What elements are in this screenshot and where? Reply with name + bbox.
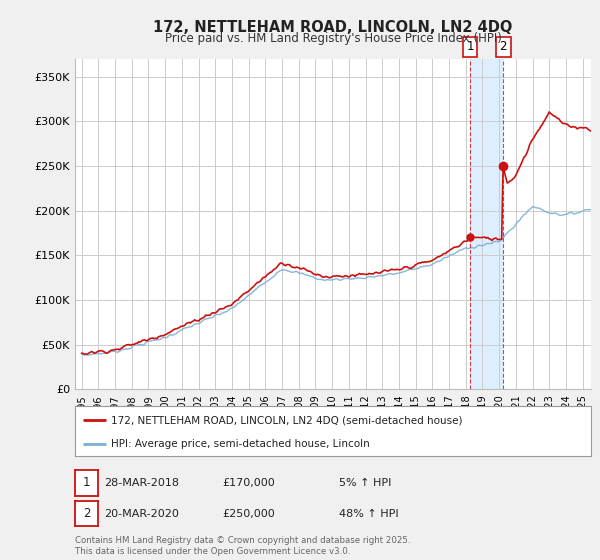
Text: 2: 2: [500, 40, 507, 53]
Text: 1: 1: [466, 40, 473, 53]
Text: HPI: Average price, semi-detached house, Lincoln: HPI: Average price, semi-detached house,…: [111, 439, 370, 449]
Text: 172, NETTLEHAM ROAD, LINCOLN, LN2 4DQ: 172, NETTLEHAM ROAD, LINCOLN, LN2 4DQ: [154, 20, 512, 35]
Text: Contains HM Land Registry data © Crown copyright and database right 2025.
This d: Contains HM Land Registry data © Crown c…: [75, 536, 410, 556]
Text: £250,000: £250,000: [222, 509, 275, 519]
Text: 1: 1: [83, 477, 90, 489]
Text: 48% ↑ HPI: 48% ↑ HPI: [339, 509, 398, 519]
Text: 20-MAR-2020: 20-MAR-2020: [104, 509, 179, 519]
Text: 5% ↑ HPI: 5% ↑ HPI: [339, 478, 391, 488]
Text: 172, NETTLEHAM ROAD, LINCOLN, LN2 4DQ (semi-detached house): 172, NETTLEHAM ROAD, LINCOLN, LN2 4DQ (s…: [111, 415, 463, 425]
Text: 2: 2: [83, 507, 90, 520]
Bar: [470, 59, 503, 389]
Text: £170,000: £170,000: [222, 478, 275, 488]
Text: Price paid vs. HM Land Registry's House Price Index (HPI): Price paid vs. HM Land Registry's House …: [164, 32, 502, 45]
Text: 28-MAR-2018: 28-MAR-2018: [104, 478, 179, 488]
